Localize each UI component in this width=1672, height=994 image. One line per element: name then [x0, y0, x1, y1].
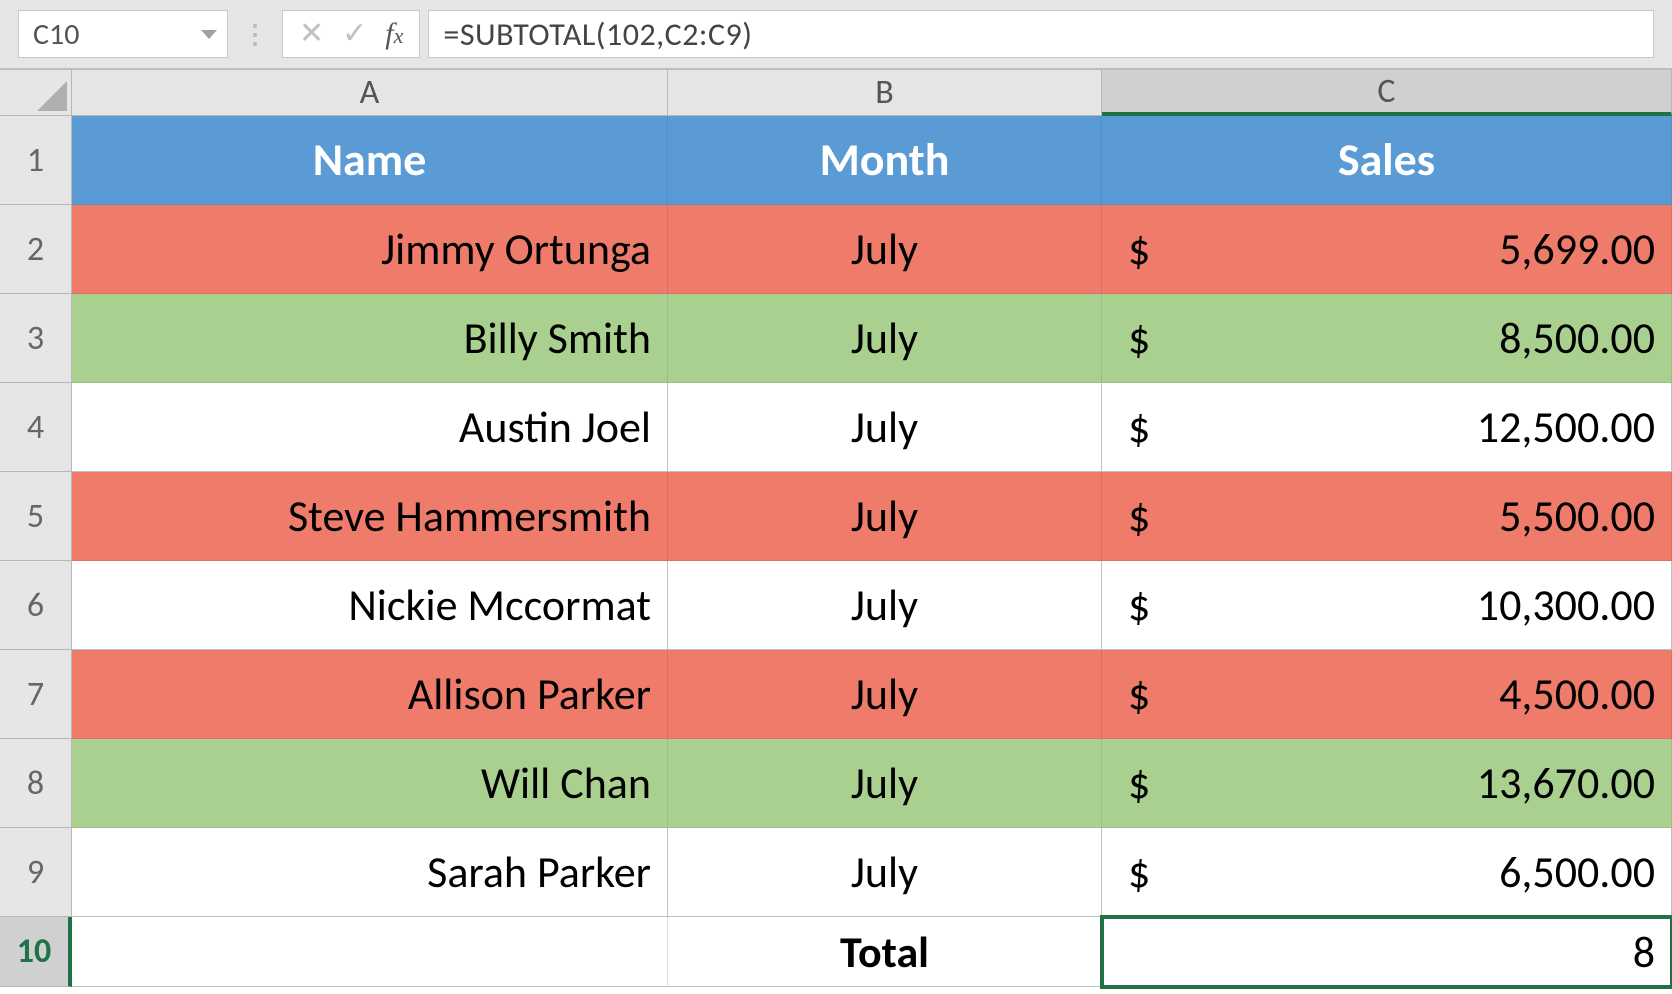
row-header-6[interactable]: 6 [0, 561, 72, 650]
table-row: 2Jimmy OrtungaJuly$5,699.00 [0, 205, 1672, 294]
cell-month[interactable]: July [668, 561, 1102, 650]
cell-name[interactable]: Jimmy Ortunga [72, 205, 668, 294]
sales-value: 5,699.00 [1499, 222, 1655, 276]
currency-symbol: $ [1118, 311, 1150, 365]
table-row: 3Billy SmithJuly$8,500.00 [0, 294, 1672, 383]
total-value-cell[interactable]: 8 [1102, 917, 1672, 987]
cell-sales[interactable]: $4,500.00 [1102, 650, 1672, 739]
fx-icon[interactable]: fx [385, 19, 403, 49]
table-header-row: 1 Name Month Sales [0, 116, 1672, 205]
sales-value: 8,500.00 [1499, 311, 1655, 365]
cancel-icon[interactable]: ✕ [299, 19, 324, 49]
total-row: 10 Total 8 [0, 917, 1672, 987]
name-box-value: C10 [33, 16, 79, 53]
sales-value: 6,500.00 [1499, 845, 1655, 899]
total-value: 8 [1633, 925, 1655, 979]
currency-symbol: $ [1118, 756, 1150, 810]
chevron-down-icon[interactable] [201, 30, 217, 39]
select-all-triangle[interactable] [0, 70, 72, 116]
formula-buttons: ✕ ✓ fx [282, 10, 420, 58]
table-row: 5Steve HammersmithJuly$5,500.00 [0, 472, 1672, 561]
enter-icon[interactable]: ✓ [342, 19, 367, 49]
formula-text: =SUBTOTAL(102,C2:C9) [443, 15, 752, 54]
formula-input[interactable]: =SUBTOTAL(102,C2:C9) [428, 10, 1654, 58]
spreadsheet-grid: A B C 1 Name Month Sales 2Jimmy OrtungaJ… [0, 68, 1672, 994]
cell-name[interactable]: Nickie Mccormat [72, 561, 668, 650]
row-header-4[interactable]: 4 [0, 383, 72, 472]
col-header-C[interactable]: C [1102, 70, 1672, 116]
cell-name[interactable]: Steve Hammersmith [72, 472, 668, 561]
header-name[interactable]: Name [72, 116, 668, 205]
col-header-B[interactable]: B [668, 70, 1102, 116]
cell-name[interactable]: Will Chan [72, 739, 668, 828]
column-headers-row: A B C [0, 70, 1672, 116]
cell-sales[interactable]: $12,500.00 [1102, 383, 1672, 472]
row-header-10[interactable]: 10 [0, 917, 72, 987]
currency-symbol: $ [1118, 667, 1150, 721]
total-cell-A[interactable] [72, 917, 668, 987]
formula-bar: C10 ⋮ ✕ ✓ fx =SUBTOTAL(102,C2:C9) [0, 0, 1672, 68]
row-header-3[interactable]: 3 [0, 294, 72, 383]
cell-name[interactable]: Allison Parker [72, 650, 668, 739]
cell-sales[interactable]: $6,500.00 [1102, 828, 1672, 917]
table-row: 4Austin JoelJuly$12,500.00 [0, 383, 1672, 472]
total-label[interactable]: Total [668, 917, 1102, 987]
cell-sales[interactable]: $5,500.00 [1102, 472, 1672, 561]
cell-sales[interactable]: $13,670.00 [1102, 739, 1672, 828]
currency-symbol: $ [1118, 845, 1150, 899]
currency-symbol: $ [1118, 489, 1150, 543]
row-header-2[interactable]: 2 [0, 205, 72, 294]
row-header-1[interactable]: 1 [0, 116, 72, 205]
sales-value: 12,500.00 [1477, 400, 1655, 454]
cell-month[interactable]: July [668, 650, 1102, 739]
cell-name[interactable]: Sarah Parker [72, 828, 668, 917]
row-header-5[interactable]: 5 [0, 472, 72, 561]
cell-name[interactable]: Austin Joel [72, 383, 668, 472]
table-row: 9Sarah ParkerJuly$6,500.00 [0, 828, 1672, 917]
cell-sales[interactable]: $5,699.00 [1102, 205, 1672, 294]
sales-value: 13,670.00 [1477, 756, 1655, 810]
row-header-7[interactable]: 7 [0, 650, 72, 739]
cell-sales[interactable]: $8,500.00 [1102, 294, 1672, 383]
row-header-8[interactable]: 8 [0, 739, 72, 828]
table-row: 7Allison ParkerJuly$4,500.00 [0, 650, 1672, 739]
row-header-9[interactable]: 9 [0, 828, 72, 917]
cell-month[interactable]: July [668, 383, 1102, 472]
sales-value: 5,500.00 [1499, 489, 1655, 543]
header-month[interactable]: Month [668, 116, 1102, 205]
separator: ⋮ [236, 18, 274, 50]
cell-sales[interactable]: $10,300.00 [1102, 561, 1672, 650]
cell-month[interactable]: July [668, 205, 1102, 294]
name-box[interactable]: C10 [18, 10, 228, 58]
col-header-A[interactable]: A [72, 70, 668, 116]
currency-symbol: $ [1118, 400, 1150, 454]
cell-name[interactable]: Billy Smith [72, 294, 668, 383]
cell-month[interactable]: July [668, 472, 1102, 561]
currency-symbol: $ [1118, 222, 1150, 276]
sales-value: 10,300.00 [1477, 578, 1655, 632]
header-sales[interactable]: Sales [1102, 116, 1672, 205]
cell-month[interactable]: July [668, 294, 1102, 383]
table-row: 8Will ChanJuly$13,670.00 [0, 739, 1672, 828]
cell-month[interactable]: July [668, 828, 1102, 917]
cell-month[interactable]: July [668, 739, 1102, 828]
table-row: 6Nickie MccormatJuly$10,300.00 [0, 561, 1672, 650]
currency-symbol: $ [1118, 578, 1150, 632]
sales-value: 4,500.00 [1499, 667, 1655, 721]
